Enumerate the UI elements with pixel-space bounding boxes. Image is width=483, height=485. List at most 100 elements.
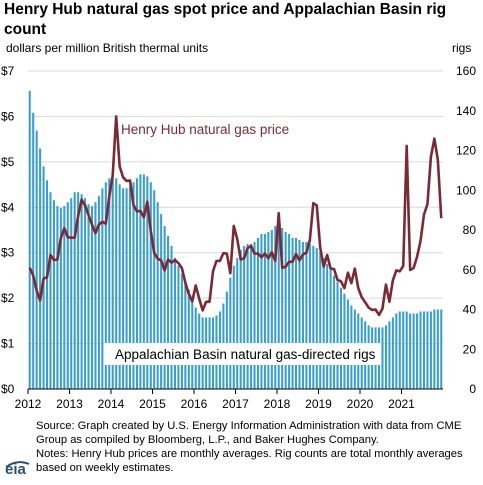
rig-bar [167,235,170,389]
rig-bar [250,243,253,389]
chart-title: Henry Hub natural gas spot price and App… [4,1,447,38]
rig-bar [32,112,35,390]
rig-bar [256,237,260,389]
rig-bar [84,198,87,389]
rig-bar [122,188,125,389]
rig-bar [111,174,114,389]
y-axis-right-ticks: 0 20 40 60 80 100 120 140 160 [456,64,476,396]
rig-bar [184,281,187,389]
rig-bar [135,178,138,389]
rig-bar [87,204,90,389]
rig-bar [45,180,49,389]
rig-bar [101,188,104,389]
rig-bar [319,251,322,389]
rig-bar [263,233,266,389]
rig-bar [63,206,66,389]
y-right-tick-label: 120 [456,144,476,158]
x-tick-label: 2017 [222,397,249,411]
rig-bar [246,243,249,389]
rig-bar [253,241,256,389]
rig-bar [80,194,83,389]
rig-bar [436,309,439,389]
rig-bar [163,226,166,389]
rig-bar [59,208,62,389]
rig-bar [35,130,38,390]
rig-bar [409,313,412,389]
rig-bar [402,311,405,389]
rig-bar [277,224,280,389]
rig-bar [422,311,426,389]
rig-bar [90,206,94,389]
rig-bar [128,186,132,389]
rig-count-bars [28,90,443,390]
y-axis-right-label: rigs [452,41,472,55]
rig-bar [429,311,432,389]
rig-bar [301,241,304,389]
rig-bar [329,269,332,389]
rig-bar [433,309,436,389]
rig-bar [49,192,52,389]
rig-bar [339,287,343,389]
rig-bar [440,309,443,389]
rig-bar [308,243,311,389]
rig-bar [388,321,391,389]
rig-bar [104,182,107,389]
rig-bar [391,317,394,389]
rig-series-label: Appalachian Basin natural gas-directed r… [115,347,376,362]
y-right-tick-label: 80 [463,223,477,237]
rig-bar [243,245,246,389]
rig-bar [94,202,97,389]
rig-bar [39,148,42,389]
rig-bar [52,200,55,389]
rig-bar [395,313,398,389]
rig-bar [177,265,180,389]
rig-bar [225,291,228,389]
rig-bar [305,241,308,389]
y-left-tick-label: $4 [1,200,15,214]
chart-canvas: $0 $1 $2 $3 $4 $5 $6 $7 0 20 40 60 80 100 120 140 160 2… [1,64,476,411]
rig-bar [156,202,159,389]
rig-bar [232,265,235,389]
rig-bar [125,188,128,389]
rig-bar [333,275,336,389]
rig-bar [267,231,270,389]
rig-label-background [104,343,381,365]
rig-bar [170,245,173,389]
y-right-tick-label: 60 [463,263,477,277]
rig-bar [336,281,339,389]
rig-bar [294,237,298,389]
rig-bar [288,233,291,389]
y-right-tick-label: 100 [456,183,476,197]
rig-bar [284,231,287,389]
y-left-tick-label: $0 [1,382,15,396]
price-series-label: Henry Hub natural gas price [121,122,289,137]
rig-bar [270,230,273,389]
rig-bar [70,198,73,389]
y-right-tick-label: 140 [456,104,476,118]
x-tick-label: 2015 [139,397,166,411]
rig-bar [343,293,346,389]
rig-bar [66,202,69,389]
rig-bar [298,239,301,389]
rig-bar [274,226,277,389]
rig-bar [160,214,163,389]
rig-bar [97,196,100,389]
rig-bar [239,249,242,390]
y-right-tick-label: 20 [463,342,477,356]
rig-bar [405,311,408,389]
x-axis-ticks: 2012 2013 2014 2015 2016 2017 2018 2019 2020 2021 [15,389,415,411]
rig-bar [291,237,294,389]
rig-bar [118,184,121,389]
gridlines [28,70,443,345]
x-tick-label: 2019 [305,397,332,411]
y-right-tick-label: 0 [469,382,476,396]
rig-bar [115,178,118,389]
rig-bar [229,277,232,389]
rig-bar [416,313,419,389]
y-left-tick-label: $2 [1,291,15,305]
rig-bar [381,327,384,389]
rig-bar [56,206,59,389]
eia-logo-text: eia [5,461,26,478]
rig-bar [412,313,415,389]
y-left-tick-label: $3 [1,246,15,260]
